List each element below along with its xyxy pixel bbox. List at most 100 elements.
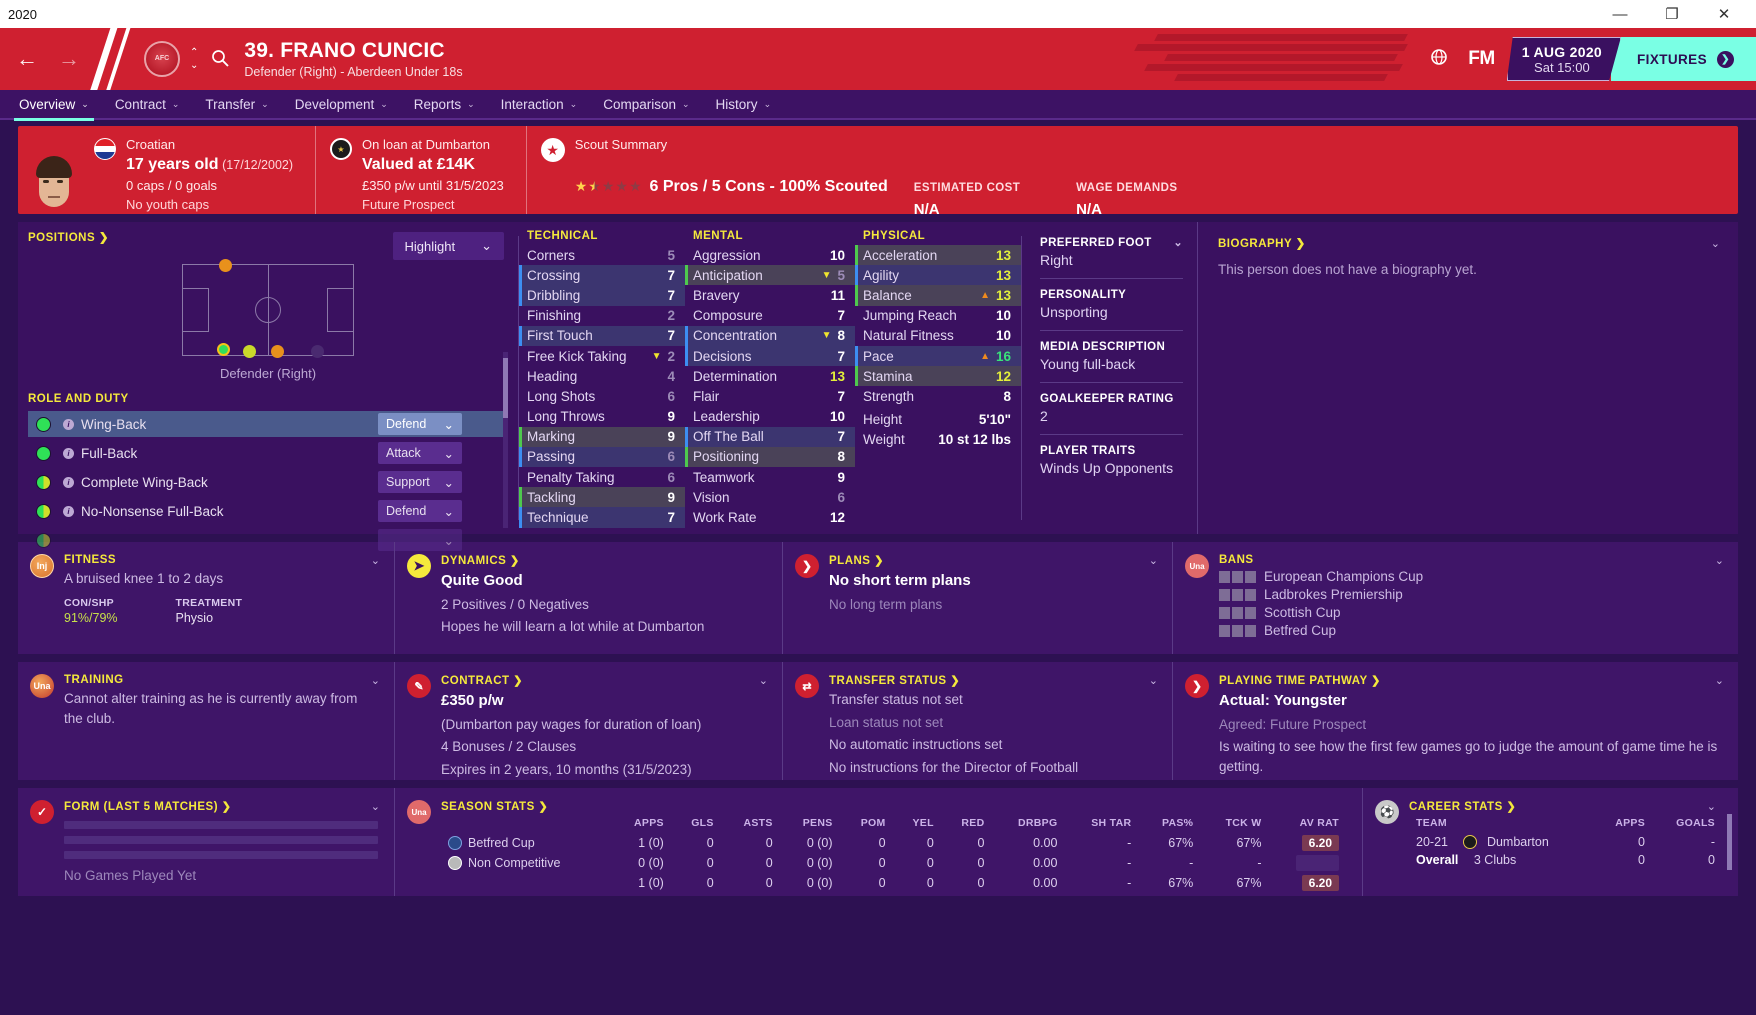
chevron-down-icon[interactable]: ⌄ — [1714, 555, 1724, 567]
maximize-icon[interactable]: ❐ — [1665, 6, 1679, 23]
attr-name: Off The Ball — [693, 429, 764, 445]
career-season: Overall — [1416, 853, 1459, 867]
tab-history[interactable]: History ⌄ — [703, 89, 785, 119]
forward-icon[interactable]: → — [58, 46, 80, 71]
attr-name: Aggression — [693, 247, 761, 263]
chevron-down-icon: ⌄ — [467, 98, 475, 109]
game-date[interactable]: 1 AUG 2020 Sat 15:00 — [1507, 37, 1621, 81]
duty-dropdown[interactable]: Attack ⌄ — [378, 442, 462, 464]
attr-row: Heading 4 — [519, 366, 685, 386]
table-row[interactable]: Overall 3 Clubs 0 0 — [1409, 851, 1722, 869]
contract-label: CONTRACT — [441, 675, 510, 687]
form-title[interactable]: FORM (LAST 5 MATCHES) ❯ — [64, 800, 378, 813]
attr-value: 9 — [837, 469, 845, 485]
club-badge-icon[interactable]: AFC — [144, 41, 180, 77]
attr-row: Stamina 12 — [855, 366, 1021, 387]
chevron-down-icon[interactable]: ⌄ — [758, 675, 768, 687]
role-row[interactable]: i Wing-Back Defend ⌄ — [28, 411, 508, 437]
role-row[interactable]: i Full-Back Attack ⌄ — [28, 440, 508, 466]
role-row-partial[interactable]: ⌄ — [28, 527, 508, 553]
info-icon[interactable]: i — [63, 418, 74, 430]
contract-title[interactable]: CONTRACT ❯ — [441, 674, 766, 687]
form-empty-text: No Games Played Yet — [64, 868, 197, 883]
table-row[interactable]: 20-21 Dumbarton 0 - — [1409, 833, 1722, 851]
career-team: 3 Clubs — [1473, 853, 1517, 867]
biography-title[interactable]: BIOGRAPHY ❯ — [1218, 236, 1306, 250]
dynamics-panel: ➤ DYNAMICS ❯ Quite Good 2 Positives / 0 … — [394, 542, 782, 654]
player-age: 17 years old — [126, 156, 219, 174]
info-icon[interactable]: i — [63, 447, 74, 459]
search-icon[interactable] — [210, 48, 230, 71]
plans-title[interactable]: PLANS ❯ — [829, 554, 1156, 567]
chevron-down-icon: ⌄ — [443, 504, 454, 519]
attr-value: 9 — [667, 409, 675, 425]
globe-icon[interactable] — [1428, 47, 1450, 72]
career-stats-title[interactable]: CAREER STATS ❯ — [1409, 800, 1722, 813]
chevron-down-icon[interactable]: ⌄ — [1706, 801, 1716, 813]
table-row[interactable]: Betfred Cup 1 (0) 0 0 0 (0) 0 0 0 0.00 -… — [441, 833, 1346, 853]
tab-development[interactable]: Development ⌄ — [282, 89, 401, 119]
dynamics-title[interactable]: DYNAMICS ❯ — [441, 554, 766, 567]
fixtures-button[interactable]: FIXTURES ❯ — [1611, 37, 1756, 81]
positions-title[interactable]: POSITIONS ❯ — [28, 230, 508, 244]
career-apps: 0 — [1638, 835, 1645, 849]
role-scrollbar-thumb[interactable] — [503, 358, 508, 418]
chevron-down-icon[interactable]: ⌄ — [370, 801, 380, 813]
col-red: RED — [961, 817, 985, 829]
season-stats-title[interactable]: SEASON STATS ❯ — [441, 800, 1346, 813]
chevron-right-icon: ❯ — [1717, 50, 1734, 68]
position-dot-dr — [217, 343, 230, 356]
tab-reports[interactable]: Reports ⌄ — [401, 89, 488, 119]
chevron-down-icon[interactable]: ⌄ — [1714, 675, 1724, 687]
duty-dropdown[interactable]: Defend ⌄ — [378, 413, 462, 435]
attr-name: Flair — [693, 388, 720, 404]
nav-arrows: ← → — [0, 48, 80, 70]
info-icon[interactable]: i — [63, 505, 74, 517]
role-row[interactable]: i Complete Wing-Back Support ⌄ — [28, 469, 508, 495]
tab-transfer[interactable]: Transfer ⌄ — [192, 89, 281, 119]
chevron-down-icon[interactable]: ⌄ — [370, 675, 380, 687]
spin-up-icon[interactable]: ⌃ — [190, 47, 199, 58]
minimize-icon[interactable]: — — [1612, 5, 1628, 23]
nationality: Croatian — [126, 137, 176, 152]
close-icon[interactable]: ✕ — [1717, 6, 1731, 23]
attr-row: Off The Ball 7 — [685, 426, 855, 447]
chevron-down-icon[interactable]: ⌄ — [1148, 555, 1158, 567]
playing-time-title[interactable]: PLAYING TIME PATHWAY ❯ — [1219, 674, 1722, 687]
con-shp-block: CON/SHP 91%/79% — [64, 597, 118, 625]
duty-dropdown[interactable]: ⌄ — [378, 529, 462, 551]
chevron-down-icon[interactable]: ⌄ — [1710, 237, 1720, 250]
attr-row: Work Rate 12 — [685, 507, 855, 527]
transfer-status-title[interactable]: TRANSFER STATUS ❯ — [829, 674, 1156, 687]
tab-comparison[interactable]: Comparison ⌄ — [590, 89, 702, 119]
col-apps: APPS — [1615, 817, 1645, 829]
col-pas: PAS% — [1161, 817, 1194, 829]
tab-contract[interactable]: Contract ⌄ — [102, 89, 193, 119]
career-stats-label: CAREER STATS — [1409, 801, 1503, 813]
duty-dropdown[interactable]: Defend ⌄ — [378, 500, 462, 522]
highlight-dropdown[interactable]: Highlight ⌄ — [392, 232, 504, 260]
role-scrollbar-track[interactable] — [503, 352, 508, 528]
back-icon[interactable]: ← — [16, 46, 38, 71]
chevron-down-icon[interactable]: ⌄ — [1148, 675, 1158, 687]
chevron-down-icon[interactable]: ⌄ — [370, 555, 380, 567]
transfer-icon: ⇄ — [795, 674, 819, 698]
role-suitability-icon — [36, 474, 51, 490]
wage-demands-label: WAGE DEMANDS — [1076, 182, 1178, 195]
media-label: MEDIA DESCRIPTION — [1040, 341, 1166, 353]
duty-dropdown[interactable]: Support ⌄ — [378, 471, 462, 493]
role-row[interactable]: i No-Nonsense Full-Back Defend ⌄ — [28, 498, 508, 524]
window-controls: — ❐ ✕ — [1594, 0, 1750, 28]
table-row[interactable]: Non Competitive 0 (0) 0 0 0 (0) 0 0 0 0.… — [441, 853, 1346, 873]
chevron-down-icon[interactable]: ⌄ — [1173, 237, 1183, 249]
spin-down-icon[interactable]: ⌄ — [190, 60, 199, 71]
info-icon[interactable]: i — [63, 476, 74, 488]
attr-value: 2 — [667, 348, 675, 364]
player-spinner[interactable]: ⌃ ⌄ — [190, 47, 198, 71]
table-header-row: TEAM APPS GOALS — [1409, 815, 1722, 833]
col-goals: GOALS — [1676, 817, 1715, 829]
attr-row: Corners 5 — [519, 245, 685, 265]
tab-interaction[interactable]: Interaction ⌄ — [488, 89, 591, 119]
career-scrollbar-thumb[interactable] — [1727, 814, 1732, 870]
tab-overview[interactable]: Overview ⌄ — [6, 89, 102, 121]
